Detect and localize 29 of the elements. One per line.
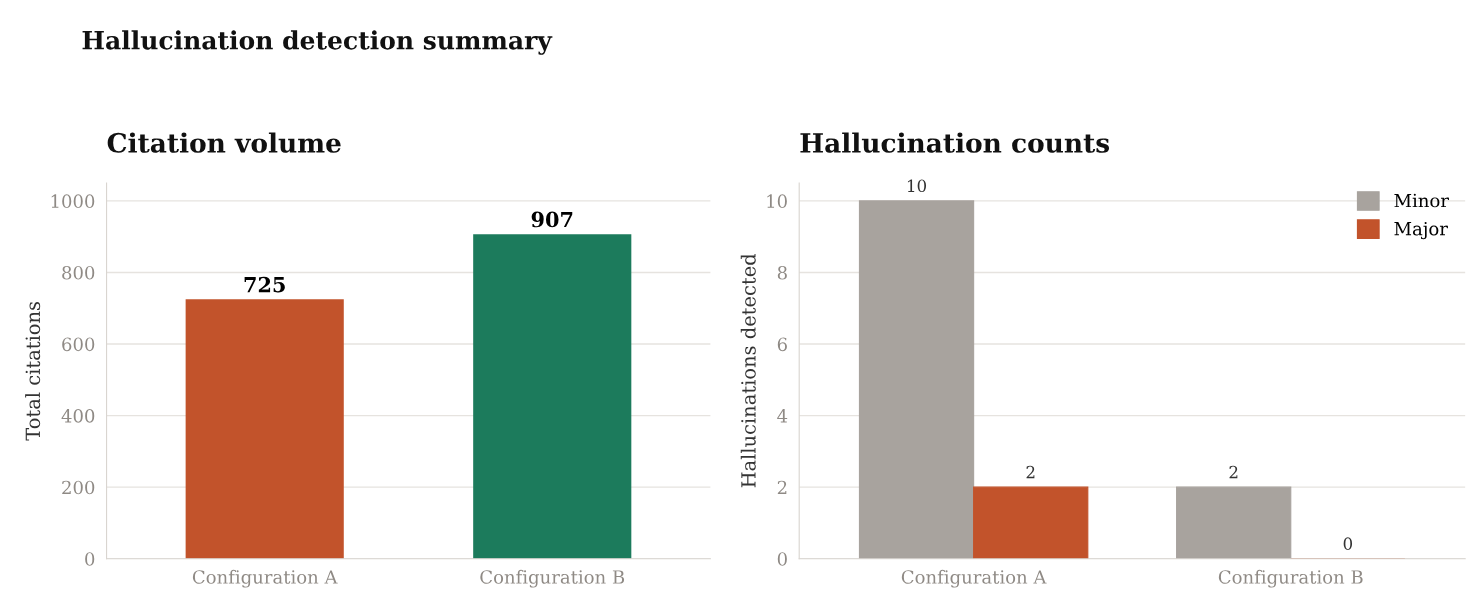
data-label: 907 [531,211,573,228]
y-tick-label: 2 [777,480,787,495]
y-tick-label: 800 [62,265,95,280]
x-tick-label: Configuration B [1218,569,1363,588]
chart-title: Hallucination counts [800,132,1110,153]
text: Hallucination detection summary [82,30,553,55]
legend-label: Minor [1394,193,1449,208]
chart-title: Citation volume [107,132,341,153]
y-tick-label: 1000 [51,194,95,209]
y-tick-label: 400 [61,409,95,423]
y-tick-label: 200 [62,480,95,495]
y-tick-label: 4 [777,409,788,423]
y-tick-label: 0 [777,552,787,566]
data-label: 0 [1343,537,1353,550]
y-tick-label: 8 [777,265,787,280]
x-tick-label: Configuration A [192,569,338,588]
x-tick-label: Configuration B [480,569,625,588]
y-tick-label: 6 [777,337,787,352]
y-axis-title: Total citations [25,302,41,441]
y-tick-label: 0 [85,552,95,566]
data-label: 10 [907,179,927,193]
data-label: 725 [244,276,285,293]
legend-label: Major [1394,221,1448,240]
data-label: 2 [1026,465,1035,479]
data-label: 2 [1229,465,1238,479]
y-axis-title: Hallucinations detected [740,253,756,488]
y-tick-label: 600 [62,337,95,352]
x-tick-label: Configuration A [901,569,1047,588]
y-tick-label: 10 [767,194,787,209]
